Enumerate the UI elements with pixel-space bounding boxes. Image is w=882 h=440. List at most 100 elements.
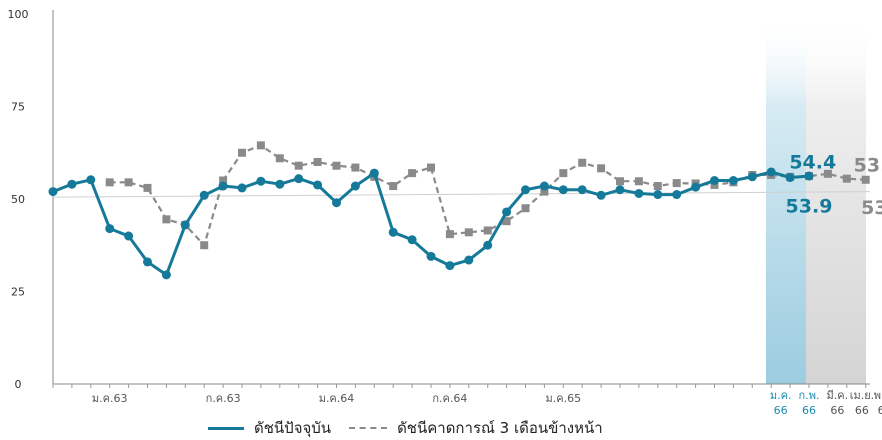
forecast-point [578, 159, 586, 167]
current-point [710, 176, 719, 185]
forecast-point [295, 162, 303, 170]
y-tick-label: 25 [11, 286, 25, 299]
data-label: 53.6 [854, 155, 882, 177]
forecast-point [597, 164, 605, 172]
current-point [540, 182, 549, 191]
current-point [748, 172, 757, 181]
forecast-point [862, 176, 870, 184]
chart: 0 25 50 75 100 ม.ค.63 ก.ค.63 ม.ค.64 ก.ค.64 ม.ค.65… [0, 0, 882, 416]
forecast-year-label: 66 [802, 404, 816, 416]
current-point [124, 232, 133, 241]
current-point [616, 185, 625, 194]
y-tick-label: 50 [11, 193, 25, 206]
forecast-point [484, 226, 492, 234]
x-tick-label: ม.ค.64 [319, 392, 355, 405]
legend-solid-label: ดัชนีปัจจุบัน [254, 416, 331, 440]
current-point [181, 220, 190, 229]
forecast-point [465, 228, 473, 236]
current-point [275, 180, 284, 189]
current-point [672, 190, 681, 199]
series-layer [49, 141, 870, 279]
current-point [143, 257, 152, 266]
forecast-month-label: ม.ค. [770, 389, 792, 402]
current-point [294, 174, 303, 183]
current-point [408, 235, 417, 244]
current-point [332, 198, 341, 207]
y-tick-label: 100 [8, 8, 29, 21]
forecast-year-label: 66 [855, 404, 869, 416]
current-point [389, 228, 398, 237]
forecast-year-label: 66 [878, 404, 882, 416]
current-point [767, 167, 776, 176]
current-point [219, 182, 228, 191]
legend-item-forecast: ดัชนีคาดการณ์ 3 เดือนข้างหน้า [349, 416, 603, 440]
data-label: 53.9 [786, 196, 833, 218]
forecast-point [314, 158, 322, 166]
current-point [200, 191, 209, 200]
current-point [313, 180, 322, 189]
current-point [729, 176, 738, 185]
legend-dashed-swatch [349, 427, 387, 429]
current-point [691, 183, 700, 192]
forecast-point [408, 169, 416, 177]
current-point [578, 185, 587, 194]
reference-line [53, 192, 870, 198]
current-point [559, 185, 568, 194]
forecast-point [843, 175, 851, 183]
forecast-point [200, 241, 208, 249]
current-point [653, 190, 662, 199]
forecast-point [635, 177, 643, 185]
legend-dashed-label: ดัชนีคาดการณ์ 3 เดือนข้างหน้า [397, 416, 603, 440]
forecast-point [351, 164, 359, 172]
current-point [464, 256, 473, 265]
x-tick-label: ม.ค.65 [545, 392, 581, 405]
current-point [86, 175, 95, 184]
forecast-month-label: ก.พ. [799, 389, 820, 402]
forecast-point [144, 184, 152, 192]
legend-solid-swatch [208, 427, 244, 430]
current-point [427, 252, 436, 261]
legend-item-current: ดัชนีปัจจุบัน [208, 416, 331, 440]
current-point [105, 224, 114, 233]
data-label: 54.4 [789, 152, 836, 174]
current-point [351, 182, 360, 191]
forecast-year-label: 66 [830, 404, 844, 416]
forecast-point [389, 182, 397, 190]
forecast-point [257, 141, 265, 149]
forecast-point [162, 215, 170, 223]
current-point [597, 191, 606, 200]
current-point [162, 270, 171, 279]
x-tick-label: ก.ค.63 [206, 392, 241, 405]
data-label: 53.5 [861, 197, 882, 219]
y-tick-label: 0 [15, 378, 22, 391]
forecast-year-label: 66 [774, 404, 788, 416]
forecast-point [333, 162, 341, 170]
current-point [370, 169, 379, 178]
forecast-point [276, 154, 284, 162]
forecast-point [673, 179, 681, 187]
forecast-point [238, 149, 246, 157]
current-point [521, 185, 530, 194]
current-point [238, 183, 247, 192]
forecast-point [427, 164, 435, 172]
forecast-month-label: พ.ค. [874, 389, 882, 402]
forecast-month-label: เม.ย. [850, 389, 874, 402]
forecast-month-label: มี.ค. [827, 389, 849, 402]
current-point [67, 180, 76, 189]
current-point [634, 189, 643, 198]
current-point [49, 187, 58, 196]
forecast-point [446, 230, 454, 238]
x-tick-label: ก.ค.64 [432, 392, 467, 405]
legend: ดัชนีปัจจุบัน ดัชนีคาดการณ์ 3 เดือนข้างห… [208, 418, 603, 438]
forecast-point [616, 177, 624, 185]
current-point [786, 173, 795, 182]
y-tick-label: 75 [11, 101, 25, 114]
current-point [483, 241, 492, 250]
forecast-point [559, 169, 567, 177]
forecast-point [654, 182, 662, 190]
current-point [256, 177, 265, 186]
forecast-point [106, 178, 114, 186]
forecast-point [125, 178, 133, 186]
axes: 0 25 50 75 100 ม.ค.63 ก.ค.63 ม.ค.64 ก.ค.64 ม.ค.65… [8, 8, 882, 416]
x-tick-label: ม.ค.63 [92, 392, 128, 405]
